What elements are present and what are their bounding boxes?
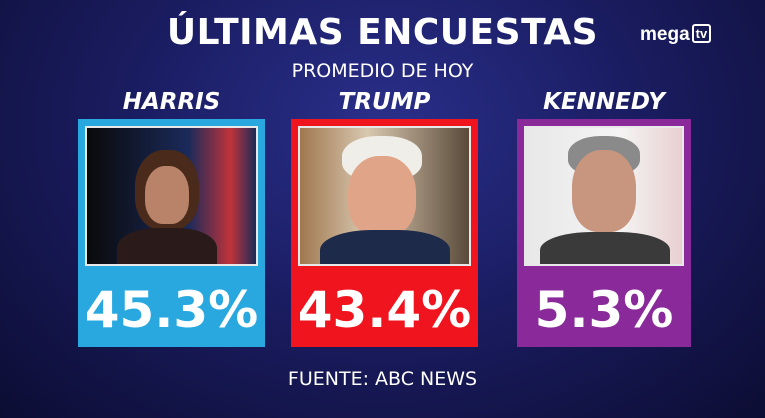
percent-trump: 43.4% xyxy=(297,281,472,339)
percent-harris: 45.3% xyxy=(84,281,259,339)
candidate-card-kennedy: 5.3% xyxy=(517,119,691,347)
candidate-photo-harris xyxy=(85,126,258,266)
candidate-photo-trump xyxy=(298,126,471,266)
candidate-name-harris: HARRIS xyxy=(122,89,221,115)
candidate-name-trump: TRUMP xyxy=(338,89,431,115)
percent-kennedy: 5.3% xyxy=(534,281,674,339)
candidate-name-kennedy: KENNEDY xyxy=(543,89,665,115)
subtitle: PROMEDIO DE HOY xyxy=(291,60,474,82)
candidate-card-trump: 43.4% xyxy=(291,119,478,347)
channel-logo: mega tv xyxy=(640,24,712,46)
logo-text: mega xyxy=(640,24,690,45)
candidate-photo-kennedy xyxy=(524,126,684,266)
page-title: ÚLTIMAS ENCUESTAS xyxy=(166,12,599,53)
logo-badge: tv xyxy=(691,24,712,43)
source-credit: FUENTE: ABC NEWS xyxy=(287,368,478,390)
candidate-card-harris: 45.3% xyxy=(78,119,265,347)
